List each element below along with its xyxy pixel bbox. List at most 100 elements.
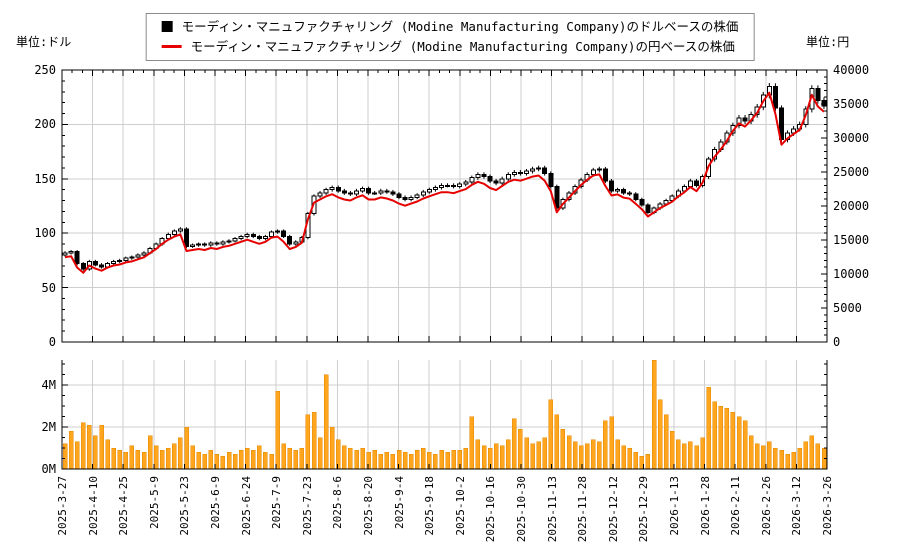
volume-bar: [475, 439, 481, 470]
candle: [645, 203, 651, 215]
candle: [341, 188, 347, 195]
candle: [499, 176, 505, 186]
legend-item-usd: モーディン・マニュファクチャリング (Modine Manufacturing …: [161, 18, 739, 35]
candlestick-series-marker-icon: [161, 21, 173, 32]
volume-bar: [81, 422, 86, 470]
volume-bar: [761, 445, 766, 470]
volume-bar: [493, 443, 499, 470]
candle: [505, 172, 511, 181]
x-axis-date-label: 2026-2-11: [729, 476, 743, 536]
candle: [98, 263, 104, 269]
volume-bar: [172, 443, 177, 470]
volume-bar: [718, 405, 724, 470]
line-series-marker-icon: [161, 45, 182, 48]
x-axis-date-label: 2025-4-10: [86, 476, 100, 536]
volume-bar: [184, 426, 189, 470]
volume-bar: [159, 449, 165, 470]
volume-tick-label: 2M: [41, 420, 56, 435]
volume-bar: [663, 414, 669, 470]
candle: [536, 165, 542, 172]
candle: [523, 168, 529, 176]
candle: [80, 262, 86, 271]
x-axis-date-label: 2025-9-4: [392, 476, 406, 529]
volume-bar: [402, 451, 408, 470]
volume-bar: [524, 437, 529, 470]
candle: [457, 182, 463, 189]
volume-bar: [74, 441, 80, 470]
x-axis-date-label: 2025-11-28: [576, 476, 590, 543]
volume-bar: [384, 451, 390, 470]
volume-bar: [463, 447, 469, 470]
volume-bar: [754, 443, 760, 470]
volume-bar: [323, 374, 329, 470]
volume-bar: [129, 445, 135, 470]
volume-bar: [694, 445, 699, 470]
x-axis-date-label: 2026-3-12: [790, 476, 804, 536]
candle: [250, 232, 256, 239]
volume-bar: [518, 428, 523, 470]
y-left-tick-label: 250: [34, 63, 56, 77]
volume-bar: [372, 449, 377, 470]
volume-bar: [311, 412, 317, 470]
legend-item-usd-label: モーディン・マニュファクチャリング (Modine Manufacturing …: [181, 19, 739, 34]
volume-bar: [591, 439, 596, 470]
candle: [426, 187, 432, 194]
y-right-tick-label: 5000: [833, 301, 862, 315]
volume-bar: [141, 451, 147, 470]
volume-bar: [99, 424, 104, 470]
volume-bar: [536, 441, 541, 470]
candle: [177, 227, 183, 233]
candle: [463, 179, 469, 187]
volume-bar: [354, 449, 359, 470]
candle: [196, 242, 202, 247]
candle: [74, 250, 80, 266]
volume-bar: [220, 456, 226, 470]
volume-bar: [724, 407, 730, 470]
volume-bar: [615, 439, 620, 470]
volume-bar: [481, 445, 487, 470]
candle: [402, 195, 408, 202]
volume-bar: [451, 449, 456, 470]
x-axis-date-label: 2025-6-9: [209, 476, 222, 529]
candle: [633, 192, 639, 202]
candle: [615, 187, 621, 193]
volume-bar: [123, 451, 129, 470]
volume-bar: [791, 451, 796, 470]
volume-bar: [153, 445, 159, 470]
volume-bar: [196, 451, 201, 470]
candle: [117, 258, 123, 264]
volume-bar: [554, 414, 560, 470]
candle: [366, 186, 372, 195]
candle: [317, 191, 323, 199]
candle: [548, 171, 554, 189]
candle: [596, 166, 602, 173]
plot-borders: [61, 69, 828, 470]
x-axis-date-label: 2026-3-26: [821, 476, 834, 536]
volume-bar: [621, 445, 626, 470]
volume-bar: [572, 441, 578, 470]
volume-bar: [378, 454, 384, 470]
volume-bar: [548, 399, 554, 470]
candle: [214, 241, 220, 246]
candle: [408, 195, 414, 202]
x-axis-date-label: 2025-7-23: [300, 476, 314, 536]
volume-bar: [342, 445, 347, 470]
candle: [517, 170, 523, 176]
volume-bar: [366, 451, 371, 470]
volume-bar: [688, 441, 693, 470]
volume-bar: [742, 420, 748, 470]
volume-bar: [421, 447, 426, 470]
candle: [511, 170, 517, 177]
x-axis-date-label: 2025-7-9: [270, 476, 284, 529]
volume-bar: [603, 420, 608, 470]
legend-box: モーディン・マニュファクチャリング (Modine Manufacturing …: [145, 13, 755, 61]
x-axis-date-label: 2025-11-13: [545, 476, 559, 543]
y-left-tick-label: 50: [41, 280, 56, 295]
candle: [293, 240, 299, 246]
candle: [627, 191, 633, 196]
x-axis-date-label: 2026-1-13: [668, 476, 681, 536]
candle: [335, 185, 341, 193]
y-right-tick-label: 40000: [833, 63, 870, 77]
volume-bar: [263, 451, 268, 470]
